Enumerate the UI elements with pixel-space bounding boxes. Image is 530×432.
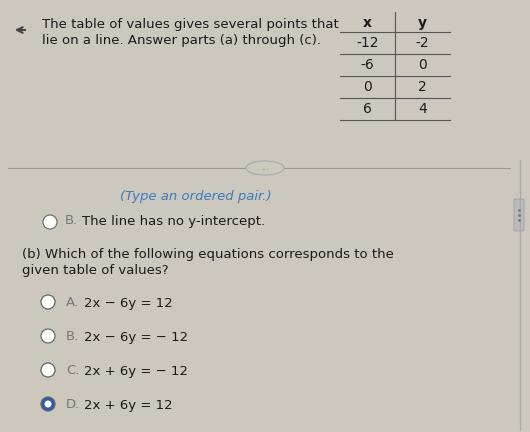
Text: x: x [363,16,372,30]
Text: 4: 4 [418,102,427,116]
Text: 2x + 6y = 12: 2x + 6y = 12 [84,398,173,412]
Text: 2x − 6y = 12: 2x − 6y = 12 [84,296,173,309]
Ellipse shape [246,161,284,175]
Text: -12: -12 [356,36,379,50]
Text: C.: C. [66,365,80,378]
Circle shape [41,295,55,309]
Text: 0: 0 [418,58,427,72]
Text: 2x + 6y = − 12: 2x + 6y = − 12 [84,365,188,378]
Text: (b) Which of the following equations corresponds to the: (b) Which of the following equations cor… [22,248,394,261]
Circle shape [41,397,55,411]
Text: 0: 0 [363,80,372,94]
Text: 2: 2 [418,80,427,94]
Text: The line has no y-intercept.: The line has no y-intercept. [82,215,265,228]
Circle shape [45,400,51,407]
Text: 2x − 6y = − 12: 2x − 6y = − 12 [84,330,188,343]
Text: given table of values?: given table of values? [22,264,169,277]
Text: B.: B. [65,215,78,228]
Text: (Type an ordered pair.): (Type an ordered pair.) [120,190,271,203]
Circle shape [41,329,55,343]
Text: D.: D. [66,398,80,412]
Text: The table of values gives several points that: The table of values gives several points… [42,18,339,31]
Text: A.: A. [66,296,79,309]
Text: y: y [418,16,427,30]
FancyBboxPatch shape [514,199,524,231]
Text: 6: 6 [363,102,372,116]
Circle shape [41,363,55,377]
Circle shape [43,215,57,229]
Text: B.: B. [66,330,80,343]
Text: lie on a line. Answer parts (a) through (c).: lie on a line. Answer parts (a) through … [42,34,321,47]
Text: -6: -6 [360,58,374,72]
Text: ...: ... [261,163,269,172]
Text: -2: -2 [416,36,429,50]
